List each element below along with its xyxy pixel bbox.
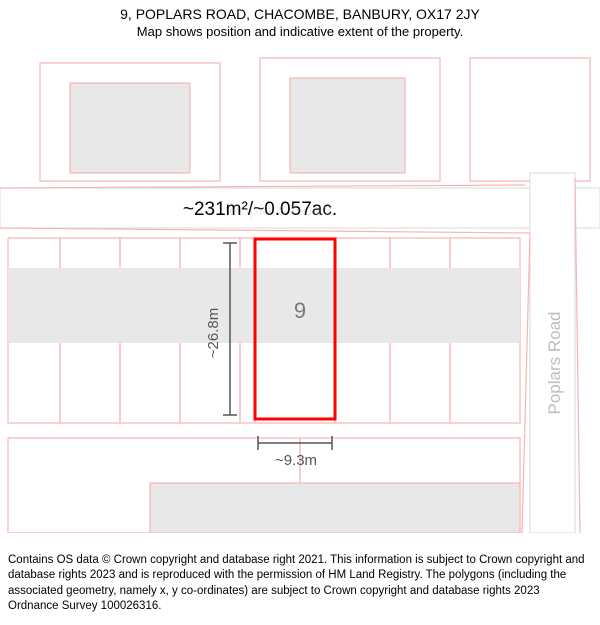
road-label-vertical: Poplars Road [545, 311, 564, 414]
building [70, 83, 190, 173]
header: 9, POPLARS ROAD, CHACOMBE, BANBURY, OX17… [0, 0, 600, 43]
road-label-horizontal: Poplars Road [228, 200, 331, 219]
dim-height-label: ~26.8m [205, 308, 222, 358]
building [290, 78, 405, 173]
building-strip [8, 268, 520, 343]
page-title: 9, POPLARS ROAD, CHACOMBE, BANBURY, OX17… [10, 6, 590, 22]
building [150, 483, 520, 533]
map-svg: 9~231m²/~0.057ac.Poplars RoadPoplars Roa… [0, 43, 600, 533]
footer-attribution: Contains OS data © Crown copyright and d… [0, 547, 600, 625]
dim-width-label: ~9.3m [275, 452, 317, 469]
page-subtitle: Map shows position and indicative extent… [10, 24, 590, 39]
map-area: 9~231m²/~0.057ac.Poplars RoadPoplars Roa… [0, 43, 600, 533]
plot-number: 9 [294, 298, 306, 323]
